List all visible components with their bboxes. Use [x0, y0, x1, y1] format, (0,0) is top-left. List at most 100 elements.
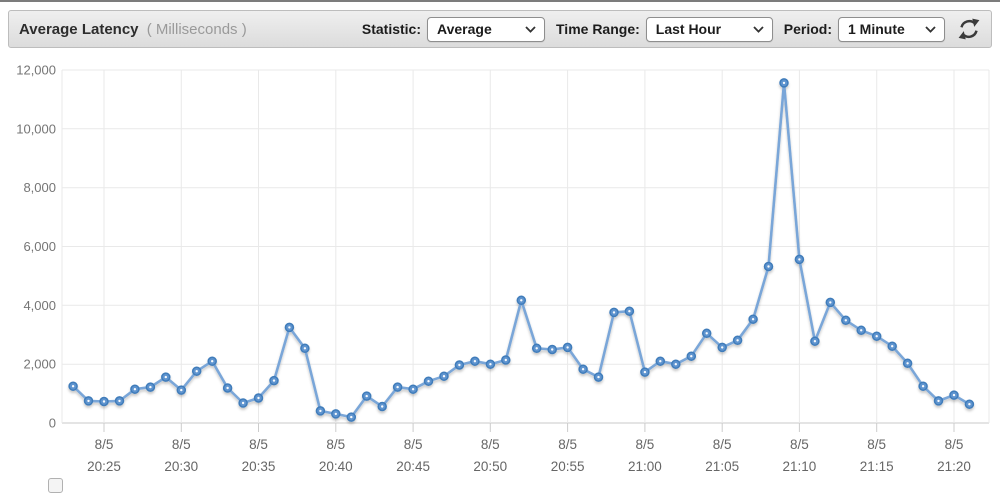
data-point-marker[interactable] — [207, 356, 217, 366]
x-axis-date-label: 8/5 — [481, 437, 500, 452]
x-axis-date-label: 8/5 — [867, 437, 886, 452]
data-point-marker[interactable] — [902, 358, 913, 369]
data-point-marker[interactable] — [794, 254, 805, 265]
time-range-value: Last Hour — [655, 21, 722, 37]
x-axis-time-label: 21:00 — [628, 459, 662, 474]
data-point-marker[interactable] — [856, 325, 866, 336]
data-point-marker[interactable] — [361, 391, 372, 401]
data-point-marker[interactable] — [470, 356, 480, 366]
data-point-marker[interactable] — [439, 371, 449, 381]
data-point-marker[interactable] — [238, 398, 248, 408]
data-point-marker[interactable] — [68, 381, 78, 391]
data-point-marker[interactable] — [83, 396, 94, 406]
x-axis-date-label: 8/5 — [636, 437, 655, 452]
x-axis-time-label: 20:40 — [319, 459, 353, 474]
data-point-marker[interactable] — [871, 331, 882, 341]
data-point-marker[interactable] — [284, 322, 295, 333]
y-axis-tick-label: 10,000 — [16, 121, 56, 136]
data-point-marker[interactable] — [222, 383, 233, 393]
data-point-marker[interactable] — [825, 297, 836, 308]
data-point-marker[interactable] — [516, 295, 527, 306]
data-point-marker[interactable] — [701, 328, 712, 339]
data-point-marker[interactable] — [593, 372, 604, 382]
y-axis-tick-label: 6,000 — [23, 239, 56, 254]
data-point-marker[interactable] — [779, 78, 789, 88]
data-point-marker[interactable] — [562, 342, 573, 353]
data-point-marker[interactable] — [145, 382, 156, 392]
x-axis-time-label: 20:50 — [473, 459, 507, 474]
data-point-marker[interactable] — [176, 385, 187, 395]
chevron-down-icon — [753, 25, 764, 33]
data-point-marker[interactable] — [377, 401, 387, 412]
y-axis-tick-label: 8,000 — [23, 180, 56, 195]
data-point-marker[interactable] — [887, 341, 897, 351]
top-divider — [0, 0, 1000, 2]
data-point-marker[interactable] — [717, 342, 727, 353]
data-point-marker[interactable] — [161, 372, 171, 382]
x-axis-date-label: 8/5 — [249, 437, 268, 452]
y-axis-labels: 0 2,000 4,000 6,000 8,000 10,000 12,000 — [16, 63, 56, 431]
data-point-marker[interactable] — [346, 412, 357, 422]
x-axis-time-label: 20:35 — [242, 459, 276, 474]
data-point-marker[interactable] — [392, 382, 403, 392]
y-axis-tick-label: 4,000 — [23, 298, 56, 313]
page-title: Average Latency ( Milliseconds ) — [19, 21, 247, 38]
data-point-marker[interactable] — [269, 375, 279, 386]
x-axis-labels: 8/5 20:25 8/5 20:30 8/5 20:35 8/5 20:40 8/5 20:45… — [87, 437, 971, 474]
data-point-marker[interactable] — [671, 359, 681, 369]
x-axis-time-label: 20:25 — [87, 459, 121, 474]
data-point-marker[interactable] — [841, 315, 851, 326]
data-point-marker[interactable] — [810, 336, 820, 346]
x-axis-time-label: 21:20 — [937, 459, 971, 474]
x-axis-date-label: 8/5 — [713, 437, 732, 452]
data-point-marker[interactable] — [732, 335, 743, 346]
data-point-marker[interactable] — [423, 376, 434, 386]
x-axis-date-label: 8/5 — [326, 437, 345, 452]
data-point-marker[interactable] — [918, 381, 928, 391]
data-point-marker[interactable] — [763, 261, 774, 272]
x-axis-date-label: 8/5 — [95, 437, 114, 452]
statistic-value: Average — [437, 21, 492, 37]
y-axis-tick-label: 0 — [49, 416, 56, 431]
data-point-marker[interactable] — [655, 356, 666, 366]
data-point-marker[interactable] — [609, 307, 619, 318]
data-point-marker[interactable] — [253, 393, 264, 403]
data-point-marker[interactable] — [99, 396, 109, 407]
data-point-marker[interactable] — [686, 351, 697, 361]
x-axis-time-label: 20:45 — [396, 459, 430, 474]
data-point-marker[interactable] — [933, 396, 944, 406]
statistic-select[interactable]: Average — [427, 16, 545, 42]
refresh-button[interactable] — [956, 17, 981, 42]
chart-grid — [61, 69, 990, 432]
series-line — [71, 81, 971, 419]
x-axis-date-label: 8/5 — [945, 437, 964, 452]
data-point-marker[interactable] — [964, 399, 975, 409]
x-axis-date-label: 8/5 — [558, 437, 577, 452]
data-point-marker[interactable] — [578, 364, 588, 374]
time-range-select[interactable]: Last Hour — [645, 16, 773, 42]
data-point-marker[interactable] — [191, 366, 202, 376]
data-point-marker[interactable] — [331, 409, 341, 419]
x-axis-time-label: 21:15 — [860, 459, 894, 474]
data-point-marker[interactable] — [547, 344, 557, 355]
legend-checkbox[interactable] — [48, 478, 63, 493]
data-point-marker[interactable] — [315, 406, 326, 416]
data-point-marker[interactable] — [640, 367, 650, 377]
x-axis-time-label: 20:30 — [164, 459, 198, 474]
data-point-marker[interactable] — [485, 359, 496, 369]
x-axis-date-label: 8/5 — [790, 437, 809, 452]
x-axis-time-label: 21:10 — [783, 459, 817, 474]
chart-header-bar: Average Latency ( Milliseconds ) Statist… — [8, 10, 992, 48]
data-point-marker[interactable] — [300, 343, 310, 354]
data-point-marker[interactable] — [130, 384, 140, 394]
data-point-marker[interactable] — [114, 396, 125, 406]
data-point-marker[interactable] — [531, 343, 542, 354]
data-point-marker[interactable] — [501, 355, 511, 365]
data-point-marker[interactable] — [748, 314, 758, 324]
data-point-marker[interactable] — [624, 306, 635, 316]
data-point-marker[interactable] — [454, 360, 465, 370]
data-point-marker[interactable] — [949, 390, 959, 400]
data-point-marker[interactable] — [408, 384, 418, 394]
period-select[interactable]: 1 Minute — [838, 16, 945, 42]
